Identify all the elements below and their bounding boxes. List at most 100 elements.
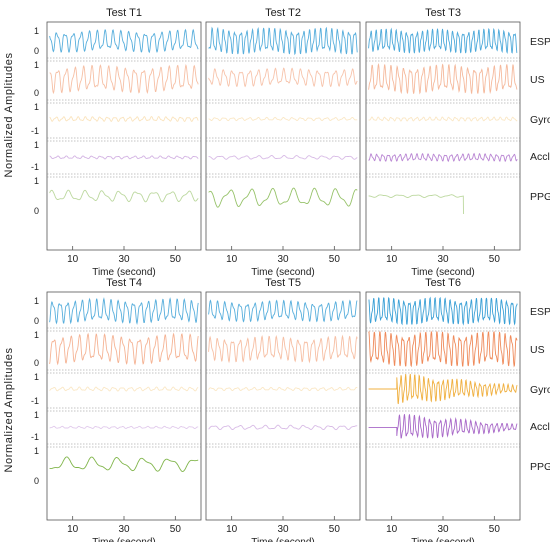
ytick-label: -1	[31, 162, 39, 172]
xtick-label: 30	[437, 524, 449, 535]
panel-title: Test T5	[265, 277, 301, 289]
trace-ppg	[368, 194, 464, 215]
figure-ylabel: Normalized Amplitudes	[3, 52, 15, 177]
panel-frame	[365, 291, 521, 521]
ytick-label: 1	[34, 102, 39, 112]
channel-label-esp: ESP	[530, 306, 550, 318]
xtick-label: 30	[277, 524, 289, 535]
ytick-label: -1	[31, 396, 39, 406]
x-axis-label: Time (second)	[251, 537, 315, 542]
trace-gyro	[49, 386, 199, 392]
panel-test-t5: Test T5 10 30 50 Time (second)	[205, 277, 361, 542]
xtick-label: 30	[437, 254, 449, 265]
panel-test-t2: Test T2 10 30 50 Time (second)	[205, 7, 361, 278]
x-axis-label: Time (second)	[92, 267, 156, 278]
xtick-label: 50	[329, 254, 341, 265]
panel-frame	[46, 291, 202, 521]
trace-esp	[49, 297, 199, 325]
trace-accl	[208, 424, 358, 431]
xtick-label: 50	[170, 254, 182, 265]
ytick-label: 1	[34, 140, 39, 150]
xtick-label: 50	[329, 524, 341, 535]
trace-gyro	[49, 116, 199, 122]
channel-label-ppg: PPG	[530, 461, 550, 473]
x-axis-label: Time (second)	[411, 537, 475, 542]
trace-ppg	[49, 456, 199, 472]
channel-label-accl: Accl	[530, 421, 550, 433]
ytick-label: 1	[34, 26, 39, 36]
ytick-label: 1	[34, 60, 39, 70]
ytick-label: 0	[34, 88, 39, 98]
ytick-label: -1	[31, 432, 39, 442]
panel-frame	[205, 21, 361, 251]
trace-accl	[368, 414, 518, 439]
trace-gyro	[368, 116, 518, 122]
ytick-label: 1	[34, 176, 39, 186]
trace-us	[208, 334, 358, 364]
trace-esp	[208, 26, 358, 56]
xtick-label: 10	[386, 254, 398, 265]
ytick-label: 1	[34, 446, 39, 456]
ytick-label: 0	[34, 476, 39, 486]
trace-esp	[49, 28, 199, 54]
channel-label-esp: ESP	[530, 36, 550, 48]
xtick-label: 10	[67, 524, 79, 535]
xtick-label: 30	[118, 254, 130, 265]
channel-label-gyro: Gyro	[530, 384, 550, 396]
trace-us	[49, 64, 199, 95]
trace-us	[368, 330, 518, 368]
trace-esp	[208, 299, 358, 323]
trace-esp	[368, 27, 518, 54]
trace-us	[49, 332, 199, 366]
xtick-label: 10	[226, 254, 238, 265]
ytick-label: 0	[34, 316, 39, 326]
panel-title: Test T2	[265, 7, 301, 19]
xtick-label: 30	[118, 524, 130, 535]
trace-accl	[368, 152, 518, 163]
ytick-label: 0	[34, 358, 39, 368]
ytick-label: 1	[34, 296, 39, 306]
panel-test-t6: Test T6 ESP US Gyro Accl PPG 10 30 50 Time (secon…	[365, 277, 550, 542]
xtick-label: 50	[489, 524, 501, 535]
trace-accl	[49, 425, 199, 429]
xtick-label: 10	[386, 524, 398, 535]
ytick-label: 1	[34, 372, 39, 382]
panel-title: Test T6	[425, 277, 461, 289]
x-axis-label: Time (second)	[251, 267, 315, 278]
trace-gyro	[368, 373, 518, 405]
trace-accl	[49, 155, 199, 160]
trace-ppg	[49, 189, 199, 203]
trace-us	[208, 67, 358, 88]
ytick-label: -1	[31, 126, 39, 136]
trace-gyro	[208, 386, 358, 392]
panel-test-t3: Test T3 ESP US Gyro Accl PPG 10 30 50 Time (secon…	[365, 7, 550, 278]
x-axis-label: Time (second)	[411, 267, 475, 278]
trace-ppg	[208, 187, 358, 208]
trace-accl	[208, 155, 358, 160]
panel-title: Test T4	[106, 277, 142, 289]
xtick-label: 50	[170, 524, 182, 535]
ytick-label: 1	[34, 330, 39, 340]
panel-frame	[205, 291, 361, 521]
ytick-label: 0	[34, 46, 39, 56]
channel-label-us: US	[530, 344, 545, 356]
channel-label-accl: Accl	[530, 151, 550, 163]
trace-esp	[368, 296, 518, 326]
x-axis-label: Time (second)	[92, 537, 156, 542]
channel-label-gyro: Gyro	[530, 114, 550, 126]
ytick-label: 1	[34, 410, 39, 420]
channel-label-us: US	[530, 74, 545, 86]
trace-us	[368, 62, 518, 95]
xtick-label: 10	[226, 524, 238, 535]
panel-frame	[365, 21, 521, 251]
panel-title: Test T1	[106, 7, 142, 19]
xtick-label: 10	[67, 254, 79, 265]
panel-title: Test T3	[425, 7, 461, 19]
channel-label-ppg: PPG	[530, 191, 550, 203]
ytick-label: 0	[34, 206, 39, 216]
trace-gyro	[208, 116, 358, 122]
xtick-label: 30	[277, 254, 289, 265]
xtick-label: 50	[489, 254, 501, 265]
